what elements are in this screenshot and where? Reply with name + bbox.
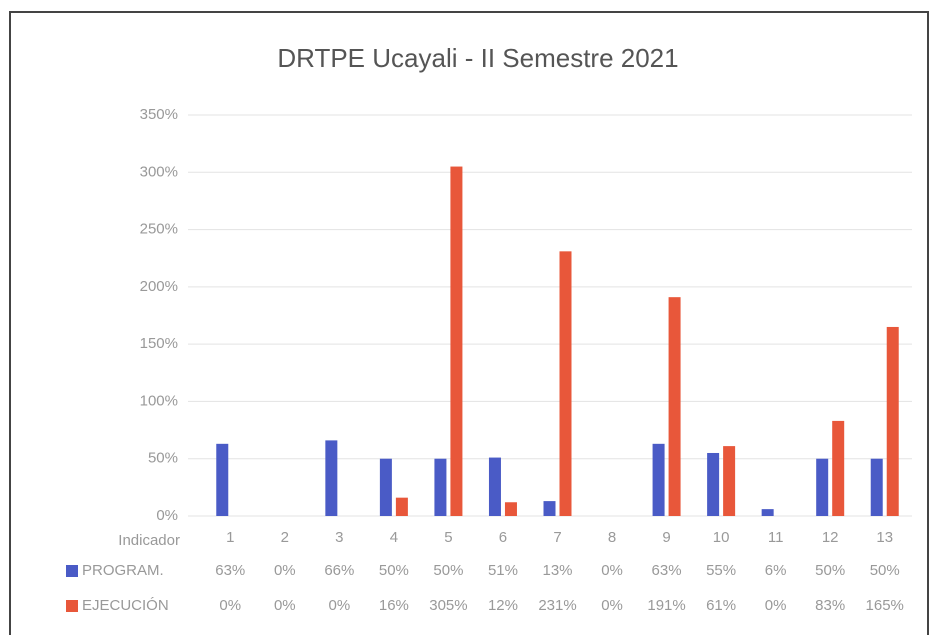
bar — [761, 509, 774, 516]
table-value: 0% — [274, 562, 296, 579]
table-value: 50% — [815, 562, 845, 579]
x-tick-label: 5 — [444, 529, 452, 546]
table-value: 0% — [274, 597, 296, 614]
y-tick-label: 300% — [140, 163, 178, 180]
bar — [886, 326, 899, 516]
bar — [816, 458, 829, 516]
table-value: 165% — [866, 597, 904, 614]
table-value: 0% — [329, 597, 351, 614]
x-tick-label: 10 — [713, 529, 730, 546]
table-value: 0% — [601, 562, 623, 579]
table-value: 0% — [765, 597, 787, 614]
table-value: 50% — [870, 562, 900, 579]
x-tick-label: 8 — [608, 529, 616, 546]
bar — [395, 497, 408, 516]
table-value: 61% — [706, 597, 736, 614]
y-tick-label: 350% — [140, 106, 178, 123]
bar — [832, 420, 845, 516]
table-value: 55% — [706, 562, 736, 579]
bar — [379, 458, 392, 516]
table-value: 16% — [379, 597, 409, 614]
x-tick-label: 9 — [662, 529, 670, 546]
bar — [504, 502, 517, 516]
bar — [707, 452, 720, 516]
table-value: 63% — [215, 562, 245, 579]
table-value: 191% — [647, 597, 685, 614]
table-value: 13% — [542, 562, 572, 579]
x-tick-label: 6 — [499, 529, 507, 546]
bar — [434, 458, 447, 516]
x-tick-label: 11 — [768, 529, 784, 546]
x-tick-label: 12 — [822, 529, 839, 546]
y-tick-label: 0% — [156, 507, 178, 524]
bar — [216, 443, 229, 516]
legend-swatch — [66, 565, 78, 577]
y-tick-label: 50% — [148, 450, 178, 467]
table-value: 6% — [765, 562, 787, 579]
legend-swatch — [66, 600, 78, 612]
x-axis-label: Indicador — [118, 532, 180, 549]
table-value: 0% — [601, 597, 623, 614]
x-tick-label: 7 — [553, 529, 561, 546]
legend-label: EJECUCIÓN — [82, 597, 169, 614]
table-value: 12% — [488, 597, 518, 614]
x-tick-label: 2 — [281, 529, 289, 546]
bar — [668, 297, 681, 516]
chart-frame — [9, 11, 929, 635]
table-value: 63% — [652, 562, 682, 579]
bar — [543, 501, 556, 516]
x-tick-label: 1 — [226, 529, 234, 546]
bar — [488, 457, 501, 516]
y-tick-label: 150% — [140, 335, 178, 352]
bar — [652, 443, 665, 516]
bar — [450, 166, 463, 517]
table-value: 50% — [379, 562, 409, 579]
y-tick-label: 200% — [140, 278, 178, 295]
legend-label: PROGRAM. — [82, 562, 164, 579]
x-tick-label: 13 — [876, 529, 893, 546]
table-value: 305% — [429, 597, 467, 614]
table-value: 231% — [538, 597, 576, 614]
y-tick-label: 100% — [140, 392, 178, 409]
bar — [325, 440, 338, 516]
bar — [870, 458, 883, 516]
table-value: 66% — [324, 562, 354, 579]
bar — [559, 251, 572, 516]
table-value: 50% — [433, 562, 463, 579]
x-tick-label: 3 — [335, 529, 343, 546]
bar — [723, 446, 736, 516]
table-value: 83% — [815, 597, 845, 614]
chart-title: DRTPE Ucayali - II Semestre 2021 — [277, 43, 678, 73]
y-tick-label: 250% — [140, 221, 178, 238]
table-value: 51% — [488, 562, 518, 579]
table-value: 0% — [219, 597, 241, 614]
x-tick-label: 4 — [390, 529, 398, 546]
